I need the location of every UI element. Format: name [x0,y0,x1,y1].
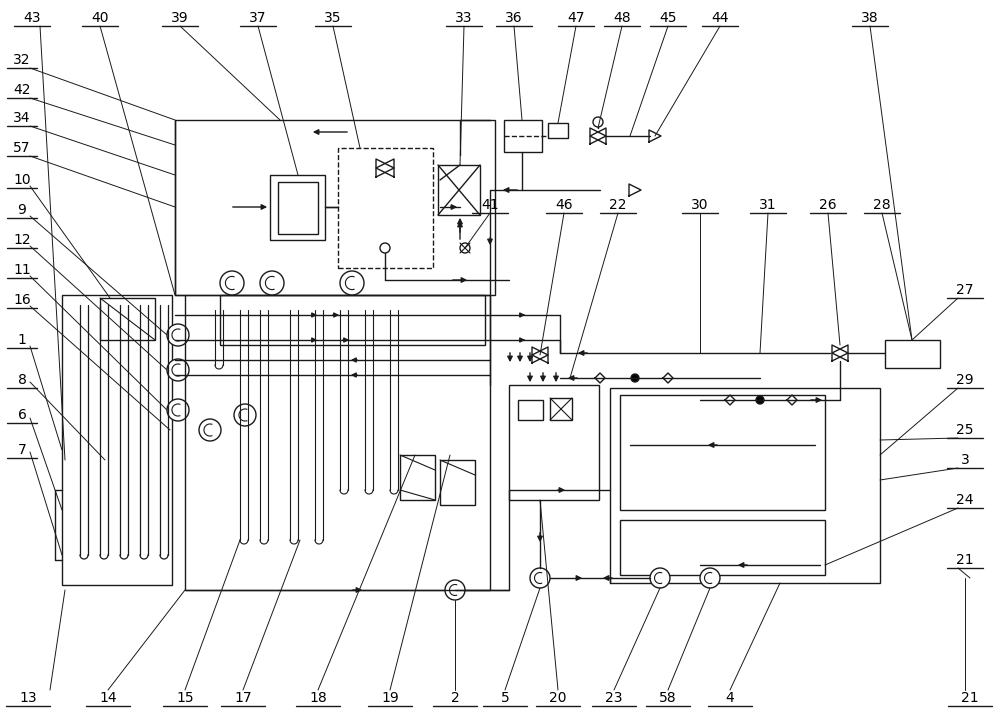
Text: 2: 2 [451,691,459,705]
Text: 21: 21 [961,691,979,705]
Text: 28: 28 [873,198,891,212]
Text: 30: 30 [691,198,709,212]
Circle shape [650,568,670,588]
Circle shape [340,271,364,295]
Text: 21: 21 [956,553,974,567]
Bar [270,175,325,240]
Text: 45: 45 [659,11,677,25]
Bar [338,148,433,268]
Text: 37: 37 [249,11,267,25]
Text: 12: 12 [13,233,31,247]
Bar [62,295,172,585]
Text: 11: 11 [13,263,31,277]
Circle shape [199,419,221,441]
Text: 6: 6 [18,408,26,422]
Bar [185,295,490,590]
Bar [400,455,435,500]
Text: 1: 1 [18,333,26,347]
Text: 5: 5 [501,691,509,705]
Text: 13: 13 [19,691,37,705]
Text: 39: 39 [171,11,189,25]
Text: 25: 25 [956,423,974,437]
Text: 4: 4 [726,691,734,705]
Text: 26: 26 [819,198,837,212]
Text: 17: 17 [234,691,252,705]
Text: 29: 29 [956,373,974,387]
Text: 47: 47 [567,11,585,25]
Text: 8: 8 [18,373,26,387]
Bar [278,182,318,234]
Text: 36: 36 [505,11,523,25]
Text: 9: 9 [18,203,26,217]
Text: 23: 23 [605,691,623,705]
Bar [550,398,572,420]
Bar [518,400,543,420]
Bar [440,460,475,505]
Text: 43: 43 [23,11,41,25]
Circle shape [167,324,189,346]
Text: 22: 22 [609,198,627,212]
Text: 32: 32 [13,53,31,67]
Circle shape [756,396,764,404]
Bar [509,385,599,500]
Bar [620,520,825,575]
Circle shape [234,404,256,426]
Text: 57: 57 [13,141,31,155]
Text: 48: 48 [613,11,631,25]
Bar [438,165,480,215]
Circle shape [167,399,189,421]
Circle shape [167,359,189,381]
Circle shape [460,243,470,253]
Text: 27: 27 [956,283,974,297]
Text: 19: 19 [381,691,399,705]
Text: 3: 3 [961,453,969,467]
Text: 46: 46 [555,198,573,212]
Text: 40: 40 [91,11,109,25]
Circle shape [220,271,244,295]
Bar [504,120,542,152]
Circle shape [700,568,720,588]
Bar [885,340,940,368]
Circle shape [260,271,284,295]
Bar [620,395,825,510]
Text: 15: 15 [176,691,194,705]
Text: 7: 7 [18,443,26,457]
Text: 16: 16 [13,293,31,307]
Text: 20: 20 [549,691,567,705]
Text: 10: 10 [13,173,31,187]
Bar [610,388,880,583]
Bar [548,123,568,138]
Circle shape [380,243,390,253]
Text: 14: 14 [99,691,117,705]
Text: 33: 33 [455,11,473,25]
Bar [100,298,155,340]
Text: 35: 35 [324,11,342,25]
Bar [175,120,495,295]
Text: 38: 38 [861,11,879,25]
Circle shape [530,568,550,588]
Circle shape [631,374,639,382]
Text: 44: 44 [711,11,729,25]
Circle shape [593,117,603,127]
Text: 24: 24 [956,493,974,507]
Text: 34: 34 [13,111,31,125]
Text: 41: 41 [481,198,499,212]
Text: 58: 58 [659,691,677,705]
Bar [220,295,485,345]
Circle shape [445,580,465,600]
Text: 31: 31 [759,198,777,212]
Text: 42: 42 [13,83,31,97]
Text: 18: 18 [309,691,327,705]
